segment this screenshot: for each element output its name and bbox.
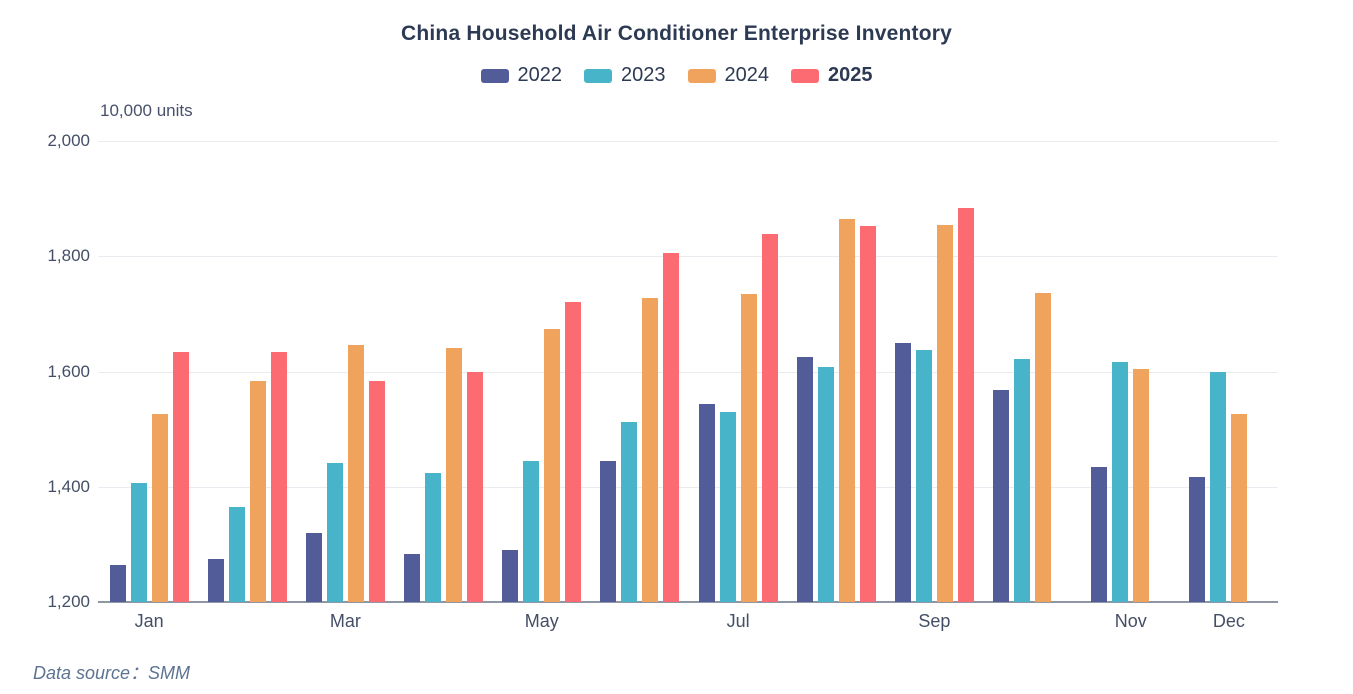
x-axis-tick-label-Nov: Nov xyxy=(1114,611,1147,631)
bar-2024-Jul[interactable] xyxy=(740,294,757,602)
x-axis-tick-label-May: May xyxy=(524,611,559,631)
legend-label: 2024 xyxy=(724,64,770,86)
legend-item-2022[interactable]: 2022 xyxy=(480,64,563,87)
bar-2023-Apr[interactable] xyxy=(425,472,442,602)
legend-item-2024[interactable]: 2024 xyxy=(687,64,770,87)
bar-2023-Jul[interactable] xyxy=(719,411,736,602)
x-axis-tick-label-Jan: Jan xyxy=(134,611,164,631)
bar-2022-Dec[interactable] xyxy=(1189,476,1206,602)
bar-2023-Dec[interactable] xyxy=(1210,371,1227,602)
bar-2025-Mar[interactable] xyxy=(368,380,385,602)
bar-2025-Jun[interactable] xyxy=(663,252,680,602)
bar-2024-Nov[interactable] xyxy=(1133,369,1150,602)
bar-2022-Jul[interactable] xyxy=(698,403,715,602)
data-source-note: Data source：SMM xyxy=(33,663,191,683)
gridline-2000 xyxy=(98,141,1278,142)
legend-swatch-2023 xyxy=(584,68,612,83)
bar-2024-Dec[interactable] xyxy=(1231,414,1248,602)
gridline-1400 xyxy=(98,486,1278,488)
y-axis-tick-label-1600: 1,600 xyxy=(47,361,90,381)
bar-2023-May[interactable] xyxy=(523,461,540,602)
bar-2024-Apr[interactable] xyxy=(446,348,463,602)
x-axis-tick-label-Sep: Sep xyxy=(918,611,951,631)
bar-2023-Oct[interactable] xyxy=(1014,358,1031,602)
bar-2023-Aug[interactable] xyxy=(817,366,834,602)
legend-label: 2023 xyxy=(621,64,666,86)
y-axis-tick-label-1200: 1,200 xyxy=(47,592,90,611)
bar-2023-Feb[interactable] xyxy=(228,506,245,602)
y-axis-unit-label: 10,000 units xyxy=(100,101,193,120)
legend-swatch-2022 xyxy=(480,68,509,83)
bar-2023-Sep[interactable] xyxy=(915,349,932,602)
bar-2022-May[interactable] xyxy=(502,549,519,602)
bar-2022-Mar[interactable] xyxy=(305,532,322,602)
gridline-1600 xyxy=(98,371,1278,373)
x-axis-tick-label-Dec: Dec xyxy=(1212,611,1245,631)
bar-2025-Apr[interactable] xyxy=(467,371,484,602)
bar-2024-Mar[interactable] xyxy=(347,344,364,602)
bar-2024-Jun[interactable] xyxy=(642,297,659,602)
bar-2024-Sep[interactable] xyxy=(936,224,953,602)
legend-label: 2025 xyxy=(828,64,873,86)
bar-2022-Aug[interactable] xyxy=(796,356,813,602)
x-axis-line xyxy=(98,601,1278,603)
x-axis-tick-label-Mar: Mar xyxy=(329,611,361,631)
bar-2022-Jan[interactable] xyxy=(109,564,126,602)
bar-2023-Jan[interactable] xyxy=(130,482,147,602)
bar-2022-Jun[interactable] xyxy=(600,460,617,602)
bar-2025-Aug[interactable] xyxy=(859,226,876,602)
bar-2022-Nov[interactable] xyxy=(1091,466,1108,602)
bar-2025-Jul[interactable] xyxy=(761,234,778,602)
x-axis-tick-label-Jul: Jul xyxy=(726,611,750,631)
y-axis-tick-label-1800: 1,800 xyxy=(47,246,90,266)
bar-2022-Oct[interactable] xyxy=(993,389,1010,602)
chart-title: China Household Air Conditioner Enterpri… xyxy=(400,22,952,45)
bar-2024-Feb[interactable] xyxy=(249,380,266,602)
y-axis-tick-label-2000: 2,000 xyxy=(47,131,90,150)
legend-item-2023[interactable]: 2023 xyxy=(584,64,666,87)
legend-item-2025[interactable]: 2025 xyxy=(791,64,873,87)
bar-2024-Jan[interactable] xyxy=(151,414,168,602)
y-axis-tick-label-1400: 1,400 xyxy=(47,476,90,496)
bar-2024-May[interactable] xyxy=(544,329,561,602)
bar-2022-Apr[interactable] xyxy=(404,553,421,602)
bar-2025-Jan[interactable] xyxy=(172,351,189,602)
bar-2025-Sep[interactable] xyxy=(957,208,974,602)
bar-2022-Sep[interactable] xyxy=(894,343,911,602)
bar-2024-Oct[interactable] xyxy=(1035,293,1052,602)
bar-2025-May[interactable] xyxy=(565,302,582,602)
bar-2025-Feb[interactable] xyxy=(270,351,287,602)
gridline-1800 xyxy=(98,256,1278,258)
bar-2023-Jun[interactable] xyxy=(621,421,638,602)
bar-2024-Aug[interactable] xyxy=(838,219,855,602)
legend: 2022 2023 2024 2025 xyxy=(0,64,1353,87)
bar-2022-Feb[interactable] xyxy=(207,559,224,602)
legend-swatch-2025 xyxy=(791,68,819,83)
bar-2023-Nov[interactable] xyxy=(1112,362,1129,602)
legend-label: 2022 xyxy=(517,64,563,86)
bar-2023-Mar[interactable] xyxy=(326,462,343,602)
legend-swatch-2024 xyxy=(687,68,716,83)
